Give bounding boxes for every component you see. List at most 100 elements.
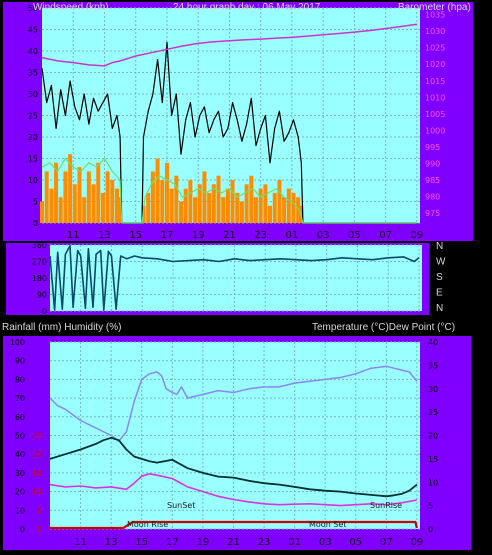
humidity-tick: 40 [15,450,25,459]
rainfall-tick: 10 [32,488,42,497]
windspeed-tick: 45 [28,26,38,35]
wind-average-bar [150,171,155,223]
humidity-tick: 90 [15,357,25,366]
wind-average-bar [174,175,179,223]
barometer-tick: 980 [425,193,440,202]
bottom-time-tick-labels: 11 13 15 17 19 21 23 01 03 05 07 09 [74,537,423,548]
direction-tick-labels: 0 90 180 270 360 [32,241,47,316]
barometer-line [41,23,418,67]
wind-average-bar [49,188,54,223]
wind-average-bar [96,162,101,223]
barometer-tick-labels: 975 980 985 990 995 1000 1005 1010 1015 1020 1025 1… [425,11,445,218]
wind-average-bar [86,171,91,223]
windspeed-tick: 25 [28,112,38,121]
wind-speed-line [41,157,417,224]
temperature-tick: 10 [428,478,438,487]
wind-average-bar [277,180,282,223]
compass-label: W [436,257,446,268]
wind-average-bar [272,192,277,223]
wind-average-bar [211,184,216,223]
wind-average-bar [44,171,49,223]
humidity-tick: 70 [15,394,25,403]
x-tick-label: 15 [135,537,148,548]
wind-average-bar [249,175,254,223]
wind-average-bar [268,205,273,223]
compass-label: S [436,272,443,283]
windspeed-tick: 10 [28,176,38,185]
wind-average-bar [282,197,287,223]
temperature-tick: 35 [428,361,438,370]
rainfall-tick: 20 [32,450,42,459]
dew-point-line [49,473,418,507]
barometer-tick: 1020 [425,60,445,69]
windspeed-tick: 0 [33,219,38,228]
wind-average-bar [239,201,244,223]
rainfall-line [50,520,418,530]
rainfall-tick-labels: 0 5 10 15 20 25 [32,432,42,535]
barometer-tick: 1000 [425,126,445,135]
temperature-tick: 40 [428,338,438,347]
temperature-tick: 20 [428,432,438,441]
wind-average-bar [286,188,291,223]
wind-average-bar [253,197,258,223]
x-tick-label: 07 [380,537,393,548]
barometer-tick: 1015 [425,77,445,86]
humidity-tick: 60 [15,413,25,422]
humidity-tick: 0 [20,525,25,534]
wind-average-bar [263,184,268,223]
x-tick-label: 19 [192,230,205,241]
temperature-line [49,436,418,498]
direction-tick: 270 [32,258,47,267]
wind-average-bar [100,192,105,223]
wind-average-bar [146,192,151,223]
humidity-tick: 50 [15,432,25,441]
x-tick-label: 05 [349,537,362,548]
humidity-tick: 80 [15,375,25,384]
wind-average-bar [118,197,123,223]
wind-average-bar [114,188,119,223]
sunrise-annotation: SunRise [370,501,402,510]
temperature-tick: 15 [428,455,438,464]
wind-average-bar [110,180,115,223]
windspeed-tick: 50 [28,4,38,13]
rainfall-tick: 25 [32,432,42,441]
direction-tick: 0 [42,307,47,316]
wind-average-bar [63,171,68,223]
direction-tick: 360 [32,241,47,250]
wind-pressure-marks [40,23,418,224]
wind-average-bar [197,184,202,223]
x-tick-label: 05 [348,230,361,241]
wind-direction-marks [49,245,420,311]
x-tick-label: 15 [129,230,142,241]
wind-average-bar [296,197,301,223]
wind-average-bar [58,197,63,223]
rainfall-tick: 5 [37,506,42,515]
x-tick-label: 13 [98,230,111,241]
humidity-tick: 30 [15,469,25,478]
temperature-tick: 25 [428,408,438,417]
barometer-tick: 995 [425,143,440,152]
rain-humidity-axis-title: Rainfall (mm) Humidity (%) [2,322,121,333]
wind-average-bar [164,162,169,223]
humidity-tick: 10 [15,506,25,515]
wind-average-bar [216,175,221,223]
compass-label: N [436,303,443,314]
wind-average-bar [40,201,44,223]
x-tick-label: 09 [411,537,424,548]
x-tick-label: 03 [317,230,330,241]
temperature-dewpoint-axis-title: Temperature (°C)Dew Point (°C) [312,322,455,333]
x-tick-label: 21 [223,230,236,241]
temperature-tick: 5 [428,502,433,511]
barometer-tick: 1025 [425,44,445,53]
wind-gust-line [41,41,417,224]
windspeed-tick: 30 [28,90,38,99]
wind-average-bar [221,197,226,223]
barometer-tick: 1010 [425,93,445,102]
barometer-tick: 1030 [425,27,445,36]
wind-average-bar [72,184,77,223]
x-tick-label: 09 [411,230,424,241]
barometer-tick: 1005 [425,110,445,119]
x-tick-label: 13 [105,537,118,548]
